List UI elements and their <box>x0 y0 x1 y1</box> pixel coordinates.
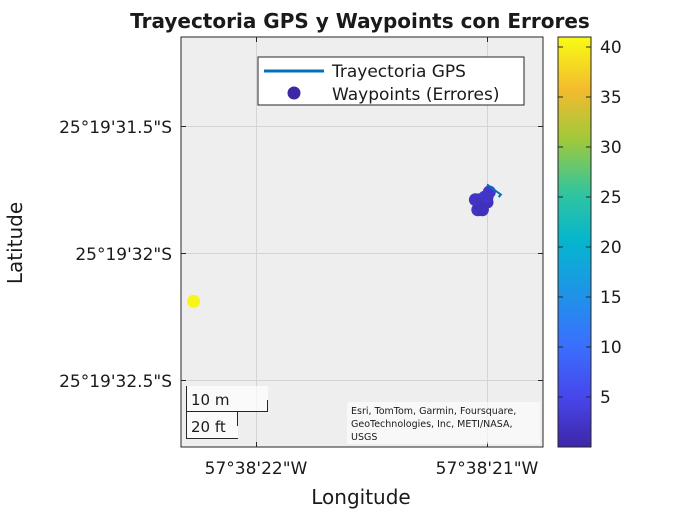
y-tick-label-3: 25°19'32.5"S <box>59 372 172 392</box>
scale-bar-metric-label: 10 m <box>191 391 229 409</box>
colorbar: 5 10 15 20 25 30 35 40 <box>558 37 622 447</box>
x-tick-label-1: 57°38'22"W <box>205 459 308 479</box>
y-tick-label-1: 25°19'31.5"S <box>59 118 172 138</box>
legend-label-track: Trayectoria GPS <box>331 62 466 82</box>
legend: Trayectoria GPS Waypoints (Errores) <box>258 57 524 105</box>
colorbar-tick-40: 40 <box>600 38 622 58</box>
colorbar-gradient <box>558 37 591 447</box>
chart-title: Trayectoria GPS y Waypoints con Errores <box>130 9 590 33</box>
waypoint-marker <box>187 295 200 308</box>
colorbar-tick-20: 20 <box>600 238 622 258</box>
attribution-line-3: USGS <box>351 432 377 443</box>
colorbar-tick-35: 35 <box>600 88 622 108</box>
attribution-line-1: Esri, TomTom, Garmin, Foursquare, <box>351 406 516 417</box>
basemap-attribution: Esri, TomTom, Garmin, Foursquare, GeoTec… <box>347 402 540 444</box>
y-axis-label: Latitude <box>3 202 27 284</box>
scale-bar-imperial-label: 20 ft <box>191 418 226 436</box>
x-axis-label: Longitude <box>311 485 410 509</box>
colorbar-tick-10: 10 <box>600 338 622 358</box>
legend-label-waypoints: Waypoints (Errores) <box>332 85 499 105</box>
colorbar-tick-30: 30 <box>600 138 622 158</box>
x-tick-label-2: 57°38'21"W <box>436 459 539 479</box>
waypoint-marker <box>476 203 489 216</box>
colorbar-tick-5: 5 <box>600 388 611 408</box>
attribution-line-2: GeoTechnologies, Inc, METI/NASA, <box>351 419 513 430</box>
colorbar-tick-15: 15 <box>600 288 622 308</box>
colorbar-tick-25: 25 <box>600 188 622 208</box>
y-tick-label-2: 25°19'32"S <box>75 245 172 265</box>
waypoint-marker <box>481 191 494 204</box>
legend-marker-waypoints <box>288 87 300 99</box>
